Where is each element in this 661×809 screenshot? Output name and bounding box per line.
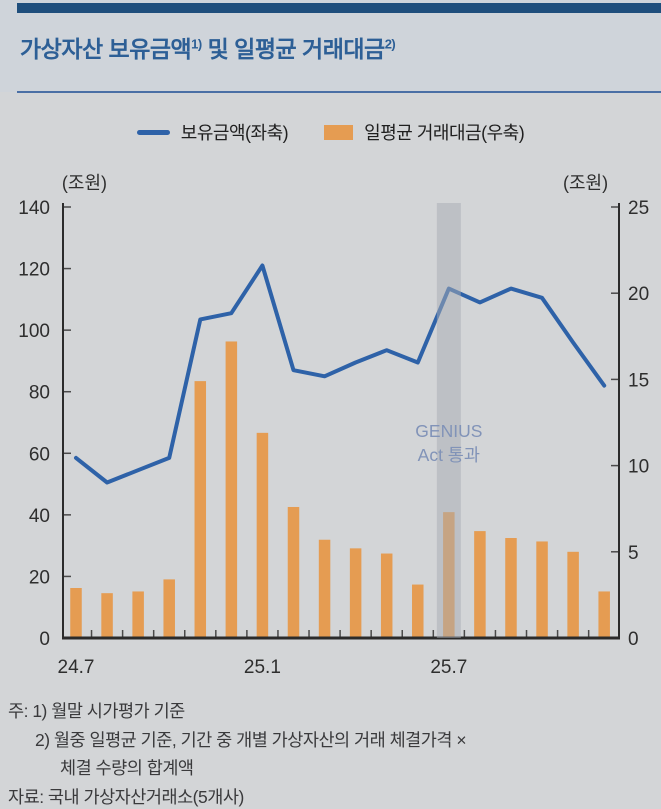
top-accent-bar — [17, 3, 661, 13]
volume-bar-25.9 — [505, 538, 517, 638]
genius-act-annotation-line1: GENIUS — [415, 421, 482, 441]
right-axis-tick-label: 5 — [628, 543, 639, 564]
chart-legend: 보유금액(좌축) 일평균 거래대금(우축) — [0, 119, 661, 145]
left-axis-tick-label: 140 — [18, 198, 50, 219]
highlight-band — [436, 203, 461, 638]
title-divider — [17, 91, 661, 93]
volume-bar-25.4 — [349, 548, 362, 638]
legend-item-volume: 일평균 거래대금(우축) — [324, 119, 525, 145]
title-text-2: 및 일평균 거래대금 — [201, 36, 386, 62]
source-line: 자료: 국내 가상자산거래소(5개사) — [8, 786, 244, 807]
volume-bar-24.7 — [70, 588, 82, 638]
legend-label-volume: 일평균 거래대금(우축) — [364, 123, 525, 143]
title-footnote-2: 2) — [384, 36, 396, 52]
volume-bar-25.2 — [287, 506, 300, 638]
header-background — [0, 0, 661, 92]
volume-bar-25.1 — [256, 432, 269, 638]
legend-item-holdings: 보유금액(좌축) — [136, 119, 289, 145]
x-axis-label-25.1: 25.1 — [244, 657, 281, 678]
volume-bar-25.5 — [380, 553, 393, 638]
left-axis-tick-label: 120 — [18, 260, 50, 281]
genius-act-annotation-line2: Act 통과 — [418, 445, 480, 465]
volume-bar-24.9 — [132, 591, 144, 638]
x-axis-label-25.7: 25.7 — [430, 657, 467, 678]
volume-bar-25.3 — [318, 539, 331, 638]
volume-bar-25.10 — [536, 541, 548, 638]
bar-swatch — [324, 124, 354, 140]
right-axis-tick-label: 0 — [628, 629, 639, 650]
title-text: 가상자산 보유금액 — [20, 36, 192, 62]
holdings-line — [74, 263, 607, 485]
volume-bar-24.12 — [225, 341, 238, 638]
right-axis-tick-label: 15 — [628, 370, 649, 391]
volume-bar-25.6 — [412, 584, 424, 638]
line-swatch — [136, 129, 170, 135]
title-footnote-1: 1) — [191, 36, 202, 52]
right-axis-unit: (조원) — [563, 173, 608, 193]
right-axis-tick-label: 10 — [628, 457, 649, 478]
right-axis-tick-label: 25 — [628, 198, 649, 219]
volume-bar-24.11 — [194, 381, 207, 638]
volume-bar-25.11 — [567, 551, 579, 638]
left-axis-tick-label: 0 — [39, 629, 50, 650]
footnote-line-3: 체결 수량의 합계액 — [60, 758, 194, 778]
footnote-line-1: 주: 1) 월말 시가평가 기준 — [8, 701, 185, 721]
volume-bar-25.12 — [598, 591, 610, 638]
left-axis-tick-label: 60 — [29, 444, 50, 465]
figure-title: 가상자산 보유금액1) 및 일평균 거래대금2) — [20, 30, 396, 64]
right-axis-tick-label: 20 — [628, 284, 649, 305]
footnotes: 주: 1) 월말 시가평가 기준 2) 월중 일평균 기준, 기간 중 개별 가… — [8, 697, 467, 809]
volume-bar-24.10 — [163, 579, 175, 638]
volume-bar-24.8 — [101, 593, 113, 638]
left-axis-tick-label: 100 — [18, 321, 50, 342]
footnote-line-2: 2) 월중 일평균 기준, 기간 중 개별 가상자산의 거래 체결가격 × — [35, 729, 467, 750]
left-axis-tick-label: 20 — [29, 567, 50, 588]
left-axis-unit: (조원) — [62, 173, 107, 193]
left-axis-tick-label: 40 — [29, 506, 50, 527]
x-axis-label-24.7: 24.7 — [58, 657, 95, 678]
left-axis-tick-label: 80 — [29, 383, 50, 404]
legend-label-holdings: 보유금액(좌축) — [180, 123, 289, 143]
volume-bar-25.8 — [474, 531, 486, 638]
